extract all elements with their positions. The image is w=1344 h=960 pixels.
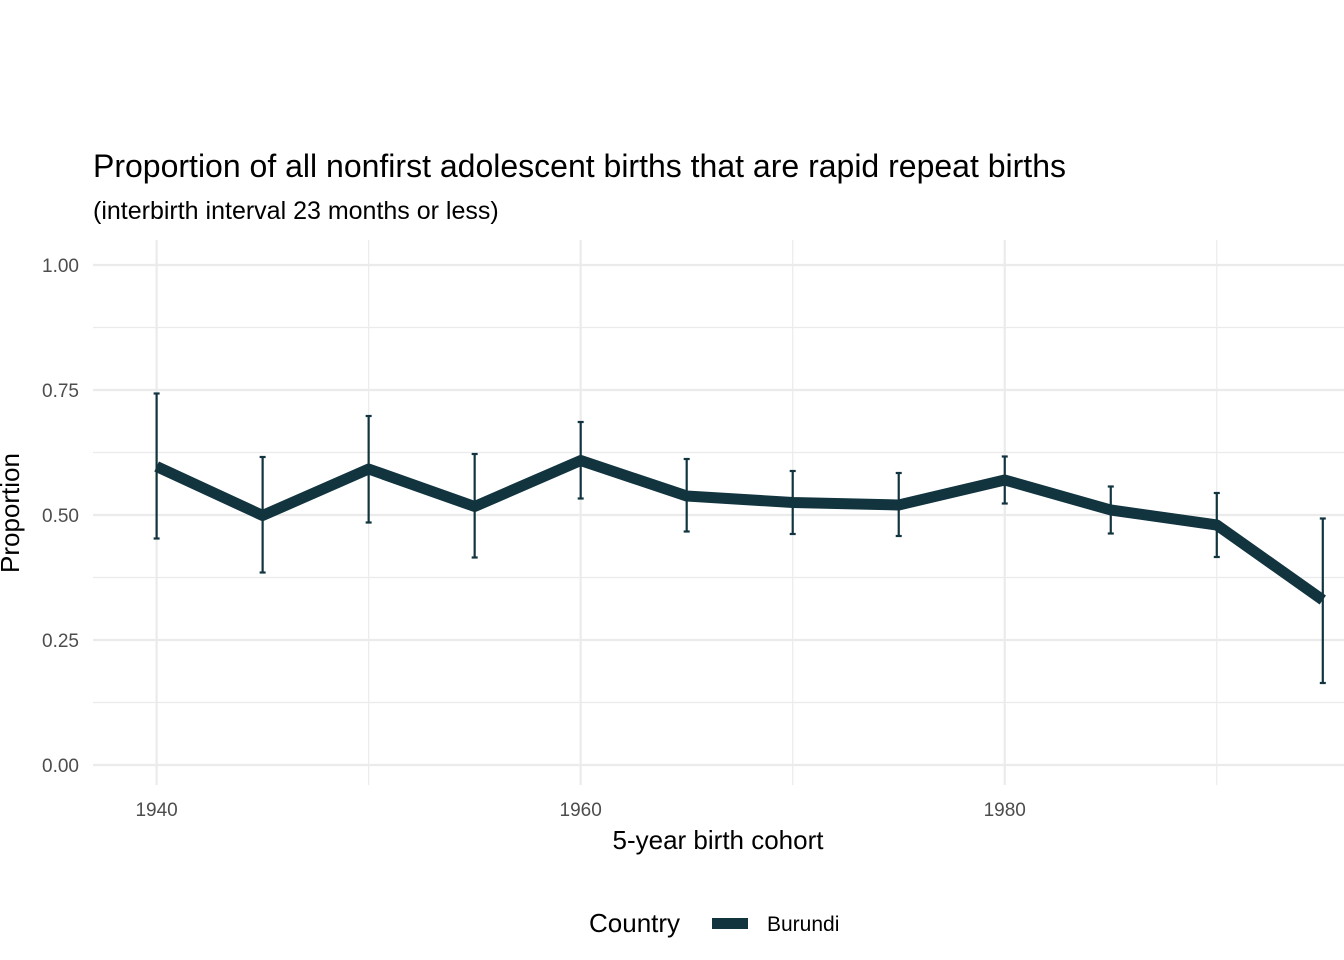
- x-tick-label: 1960: [560, 800, 602, 821]
- data-point: [580, 460, 582, 461]
- series-layer: [153, 392, 1326, 685]
- data-point: [1004, 479, 1006, 481]
- data-point: [898, 504, 900, 506]
- legend: Country Burundi: [589, 908, 839, 938]
- data-point: [1216, 524, 1218, 526]
- y-tick-label: 0.00: [42, 756, 79, 777]
- y-axis-ticks: 0.00 0.25 0.50 0.75 1.00: [42, 256, 79, 777]
- chart-subtitle: (interbirth interval 23 months or less): [93, 197, 499, 225]
- legend-key-burundi: [712, 918, 748, 929]
- x-tick-label: 1980: [984, 800, 1026, 821]
- legend-label-burundi: Burundi: [767, 913, 839, 936]
- data-point: [156, 466, 158, 467]
- data-point: [368, 468, 370, 470]
- x-axis-title: 5-year birth cohort: [613, 825, 825, 855]
- series-line-burundi: [154, 455, 1326, 605]
- data-point: [262, 515, 264, 516]
- minor-gridlines: [93, 240, 1344, 785]
- data-point: [1110, 509, 1112, 511]
- error-bar: [1319, 517, 1326, 685]
- y-tick-label: 1.00: [42, 256, 79, 277]
- data-point: [474, 506, 476, 507]
- y-tick-label: 0.25: [42, 631, 79, 652]
- chart-title: Proportion of all nonfirst adolescent bi…: [93, 148, 1066, 184]
- x-axis-ticks: 1940 1960 1980: [135, 800, 1025, 821]
- data-point: [792, 502, 794, 503]
- y-axis-title: Proportion: [0, 453, 25, 573]
- y-tick-label: 0.50: [42, 506, 79, 527]
- y-tick-label: 0.75: [42, 381, 79, 402]
- data-point: [686, 495, 688, 497]
- data-point: [1322, 599, 1324, 601]
- legend-title: Country: [589, 908, 680, 938]
- x-tick-label: 1940: [135, 800, 177, 821]
